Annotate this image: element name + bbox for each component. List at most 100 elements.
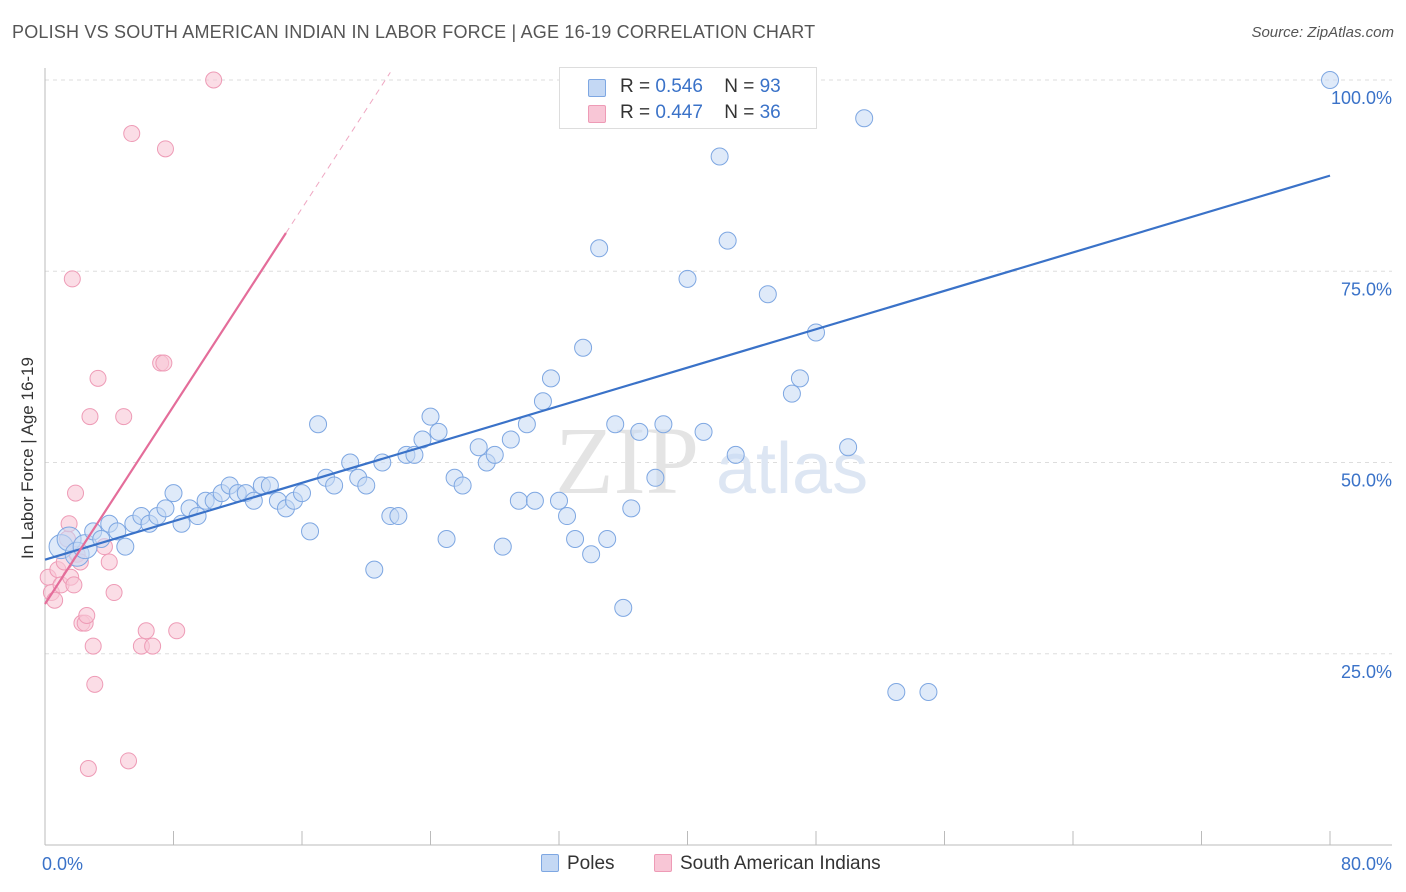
point-south-american-indians — [120, 752, 138, 770]
y-tick-label: 25.0% — [1341, 662, 1392, 682]
point-poles — [710, 147, 729, 166]
point-poles — [325, 476, 344, 495]
point-south-american-indians — [84, 637, 102, 655]
legend-r-label: R = — [620, 76, 656, 97]
point-south-american-indians — [144, 637, 162, 655]
point-poles — [501, 430, 520, 449]
legend-swatch-sai — [588, 105, 606, 123]
point-south-american-indians — [86, 675, 104, 693]
point-poles — [421, 407, 440, 426]
point-poles — [485, 445, 504, 464]
point-poles — [919, 683, 938, 701]
point-south-american-indians — [89, 369, 107, 387]
point-poles — [630, 422, 649, 441]
point-poles — [590, 239, 609, 258]
point-poles — [164, 484, 183, 503]
point-poles — [293, 484, 311, 503]
point-south-american-indians — [79, 760, 97, 777]
point-poles — [260, 476, 279, 495]
point-poles — [525, 491, 544, 510]
y-tick-label: 50.0% — [1341, 471, 1392, 491]
point-poles — [357, 476, 376, 495]
chart-title: POLISH VS SOUTH AMERICAN INDIAN IN LABOR… — [12, 22, 816, 42]
point-south-american-indians — [105, 584, 123, 602]
point-poles — [413, 430, 432, 449]
series-south-american-indians-points — [39, 71, 223, 777]
point-poles — [558, 507, 577, 526]
point-poles — [694, 422, 713, 441]
trend-line-south-american-indians — [44, 232, 287, 605]
point-poles — [790, 369, 809, 388]
y-axis-label: In Labor Force | Age 16-19 — [18, 357, 37, 559]
legend-row-poles: R = 0.546 N = 93 — [588, 76, 781, 98]
watermark-zip: ZIP — [555, 407, 699, 514]
point-south-american-indians — [78, 607, 96, 624]
y-tick-label: 100.0% — [1331, 88, 1392, 108]
point-south-american-indians — [67, 484, 85, 502]
point-poles — [614, 598, 633, 617]
point-poles — [1321, 71, 1339, 89]
point-south-american-indians — [123, 125, 141, 143]
tick-labels: 25.0% 50.0% 75.0% 100.0% 0.0% 80.0% — [42, 88, 1392, 874]
point-poles — [116, 537, 135, 556]
point-south-american-indians — [168, 622, 186, 640]
point-poles — [839, 438, 858, 457]
legend-item-poles: Poles — [541, 853, 615, 875]
point-poles — [598, 530, 617, 548]
point-poles — [509, 491, 528, 510]
axes — [44, 68, 1392, 846]
point-south-american-indians — [100, 553, 118, 571]
point-poles — [108, 522, 127, 541]
point-poles — [469, 438, 488, 457]
point-poles — [541, 369, 560, 388]
point-south-american-indians — [137, 622, 155, 640]
point-poles — [654, 415, 673, 434]
legend-n-value: 93 — [759, 76, 781, 97]
legend-row-sai: R = 0.447 N = 36 — [588, 102, 781, 124]
legend-label-poles: Poles — [567, 853, 615, 874]
point-poles — [782, 384, 801, 403]
legend-n-label: N = — [724, 76, 760, 97]
source-label: Source: ZipAtlas.com — [1251, 24, 1394, 41]
legend-r-value: 0.546 — [655, 76, 703, 97]
grid-lines — [45, 79, 1392, 655]
point-poles — [646, 468, 665, 487]
point-poles — [301, 522, 320, 541]
trend-line-poles — [44, 174, 1331, 561]
point-poles — [887, 683, 906, 701]
point-poles — [574, 338, 593, 357]
point-poles — [622, 499, 641, 518]
trend-extension-south-american-indians — [285, 72, 391, 234]
point-south-american-indians — [205, 71, 223, 89]
x-tick-label: 0.0% — [42, 854, 83, 874]
legend-r-label: R = — [620, 102, 656, 123]
point-south-american-indians — [63, 270, 81, 288]
legend-swatch-sai — [654, 854, 672, 872]
point-poles — [533, 392, 552, 411]
point-south-american-indians — [155, 354, 173, 372]
legend-swatch-poles — [588, 79, 606, 97]
point-south-american-indians — [156, 140, 174, 158]
point-south-american-indians — [115, 408, 133, 426]
point-poles — [493, 537, 512, 556]
legend-r-value: 0.447 — [655, 102, 703, 123]
legend-label-sai: South American Indians — [680, 853, 881, 874]
point-south-american-indians — [46, 591, 64, 609]
point-poles — [855, 109, 874, 128]
point-poles — [365, 560, 384, 579]
series-poles-points — [48, 71, 1339, 701]
trend-lines — [44, 72, 1331, 605]
point-poles — [718, 231, 737, 250]
point-poles — [156, 499, 175, 518]
point-poles — [726, 445, 745, 464]
point-poles — [678, 269, 697, 288]
point-poles — [550, 491, 568, 510]
point-poles — [437, 530, 456, 548]
point-south-american-indians — [81, 408, 99, 426]
point-poles — [758, 285, 777, 304]
point-poles — [429, 422, 448, 441]
point-south-american-indians — [65, 576, 83, 594]
point-poles — [566, 530, 585, 548]
x-tick-label: 80.0% — [1341, 854, 1392, 874]
